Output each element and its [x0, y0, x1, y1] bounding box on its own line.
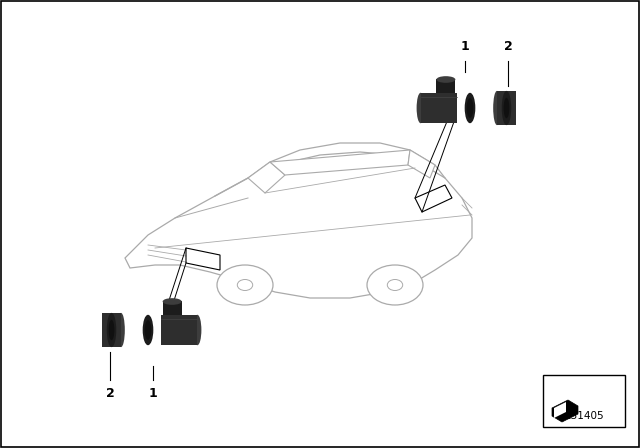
Ellipse shape: [417, 93, 424, 123]
Ellipse shape: [387, 280, 403, 290]
Ellipse shape: [436, 76, 456, 83]
Ellipse shape: [107, 313, 116, 347]
Polygon shape: [125, 152, 472, 298]
Ellipse shape: [143, 315, 154, 345]
Text: 1: 1: [461, 40, 469, 53]
Polygon shape: [497, 91, 516, 125]
Ellipse shape: [193, 315, 202, 345]
Ellipse shape: [504, 98, 509, 118]
Ellipse shape: [237, 280, 253, 290]
Text: 2: 2: [504, 40, 513, 53]
Polygon shape: [163, 302, 182, 315]
Ellipse shape: [145, 320, 151, 340]
Polygon shape: [552, 400, 578, 422]
Polygon shape: [270, 150, 410, 175]
Ellipse shape: [163, 298, 182, 305]
Polygon shape: [420, 93, 457, 123]
Polygon shape: [436, 79, 456, 93]
Polygon shape: [102, 313, 121, 347]
Ellipse shape: [502, 91, 511, 125]
Ellipse shape: [467, 98, 474, 118]
Polygon shape: [248, 162, 285, 193]
Polygon shape: [161, 315, 197, 345]
Bar: [543, 375, 625, 427]
Ellipse shape: [109, 320, 115, 340]
Ellipse shape: [465, 93, 476, 123]
Polygon shape: [554, 402, 566, 418]
Ellipse shape: [217, 265, 273, 305]
Ellipse shape: [117, 313, 125, 347]
Text: 1: 1: [148, 387, 157, 400]
Text: 251405: 251405: [564, 411, 604, 421]
Ellipse shape: [367, 265, 423, 305]
Polygon shape: [408, 150, 435, 178]
Text: 2: 2: [106, 387, 115, 400]
Ellipse shape: [493, 91, 500, 125]
